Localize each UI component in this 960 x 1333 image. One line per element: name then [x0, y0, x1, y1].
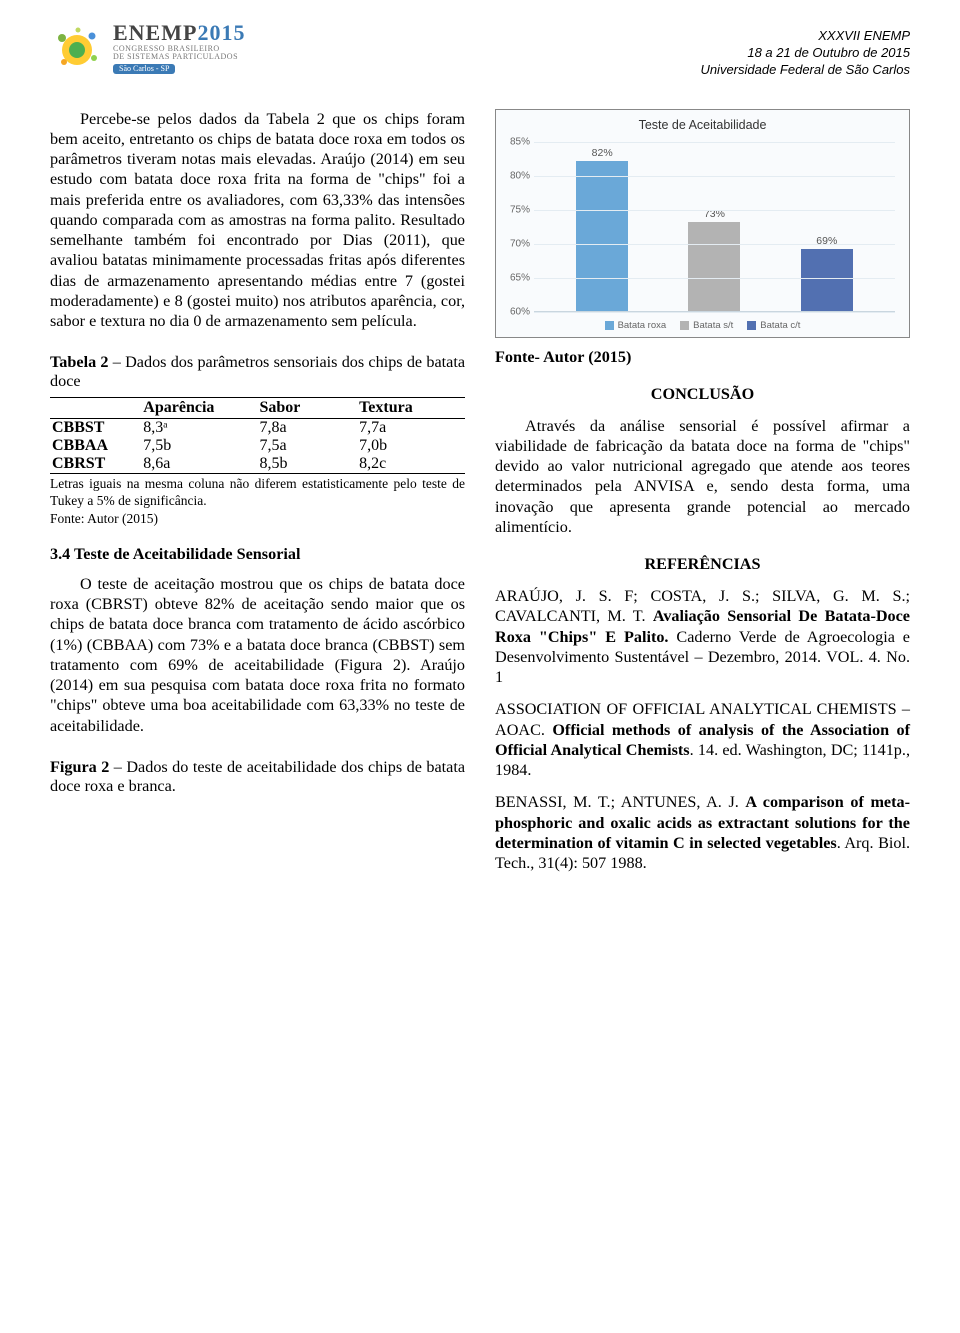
logo-text: ENEMP2015 CONGRESSO BRASILEIRO DE SISTEM… — [113, 21, 245, 74]
gridline — [534, 210, 895, 211]
fig2-caption-rest: – Dados do teste de aceitabilidade dos c… — [50, 758, 465, 795]
legend-swatch — [680, 321, 689, 330]
chart-title: Teste de Aceitabilidade — [506, 118, 899, 132]
y-tick-label: 70% — [504, 238, 530, 249]
header-right: XXXVII ENEMP 18 a 21 de Outubro de 2015 … — [700, 28, 910, 79]
table2-note: Letras iguais na mesma coluna não difere… — [50, 476, 465, 508]
logo-sub2: DE SISTEMAS PARTICULADOS — [113, 53, 245, 61]
table2-cell: CBBAA — [50, 437, 141, 455]
figure2-caption: Figura 2 – Dados do teste de aceitabilid… — [50, 758, 465, 796]
table2-cell: 8,3ᵃ — [141, 419, 257, 438]
table-row: CBBST8,3ᵃ7,8a7,7a — [50, 419, 465, 438]
gridline — [534, 244, 895, 245]
y-tick-label: 75% — [504, 204, 530, 215]
gridline — [534, 278, 895, 279]
logo-year: 2015 — [197, 20, 245, 45]
header-line3: Universidade Federal de São Carlos — [700, 62, 910, 79]
left-column: Percebe-se pelos dados da Tabela 2 que o… — [50, 109, 465, 886]
table2-cell: 7,5a — [257, 437, 357, 455]
table2-fonte: Fonte: Autor (2015) — [50, 511, 465, 527]
table2-caption-rest: – Dados dos parâmetros sensoriais dos ch… — [50, 353, 465, 390]
gridline — [534, 176, 895, 177]
reference-2: ASSOCIATION OF OFFICIAL ANALYTICAL CHEMI… — [495, 699, 910, 780]
enemp-logo-icon — [50, 20, 105, 75]
table2-cell: 7,7a — [357, 419, 465, 438]
table2-cell: CBRST — [50, 455, 141, 474]
table2-caption-bold: Tabela 2 — [50, 353, 109, 371]
header-line2: 18 a 21 de Outubro de 2015 — [700, 45, 910, 62]
table2-col-1: Aparência — [141, 398, 257, 419]
table2-cell: 8,2c — [357, 455, 465, 474]
table2-cell: 7,5b — [141, 437, 257, 455]
header-line1: XXXVII ENEMP — [700, 28, 910, 45]
logo-location: São Carlos - SP — [113, 64, 175, 74]
subsection-3-4: 3.4 Teste de Aceitabilidade Sensorial — [50, 545, 465, 564]
paragraph-1: Percebe-se pelos dados da Tabela 2 que o… — [50, 109, 465, 332]
legend-swatch — [605, 321, 614, 330]
table2: AparênciaSaborTextura CBBST8,3ᵃ7,8a7,7aC… — [50, 397, 465, 474]
reference-3: BENASSI, M. T.; ANTUNES, A. J. A compari… — [495, 792, 910, 873]
legend-item: Batata s/t — [680, 320, 733, 331]
two-column-body: Percebe-se pelos dados da Tabela 2 que o… — [50, 109, 910, 886]
reference-1: ARAÚJO, J. S. F; COSTA, J. S.; SILVA, G.… — [495, 586, 910, 687]
bar-rect — [688, 222, 740, 310]
table2-caption: Tabela 2 – Dados dos parâmetros sensoria… — [50, 353, 465, 391]
table2-cell: 7,0b — [357, 437, 465, 455]
chart-fonte-text: Fonte- Autor (2015) — [495, 348, 631, 366]
gridline — [534, 312, 895, 313]
ref3-p1: BENASSI, M. T.; ANTUNES, A. J. — [495, 793, 745, 811]
y-tick-label: 80% — [504, 170, 530, 181]
bar-rect — [801, 249, 853, 310]
y-tick-label: 85% — [504, 136, 530, 147]
table2-cell: 7,8a — [257, 419, 357, 438]
logo-title: ENEMP — [113, 20, 197, 45]
table2-cell: CBBST — [50, 419, 141, 438]
acceptability-chart: Teste de Aceitabilidade 82% 73% 69% 60% 65%… — [495, 109, 910, 338]
conclusao-para: Através da análise sensorial é possível … — [495, 416, 910, 538]
chart-legend: Batata roxa Batata s/t Batata c/t — [506, 320, 899, 331]
gridline — [534, 142, 895, 143]
table2-cell: 8,6a — [141, 455, 257, 474]
bar-value-label: 69% — [816, 235, 837, 247]
right-column: Teste de Aceitabilidade 82% 73% 69% 60% 65%… — [495, 109, 910, 886]
legend-swatch — [747, 321, 756, 330]
legend-label: Batata roxa — [618, 320, 667, 331]
legend-label: Batata c/t — [760, 320, 800, 331]
fig2-caption-bold: Figura 2 — [50, 758, 109, 776]
bar-2: 69% — [797, 235, 857, 310]
table-row: CBBAA7,5b7,5a7,0b — [50, 437, 465, 455]
table2-col-3: Textura — [357, 398, 465, 419]
bar-rect — [576, 161, 628, 311]
chart-fonte: Fonte- Autor (2015) — [495, 348, 910, 367]
table-row: CBRST8,6a8,5b8,2c — [50, 455, 465, 474]
table2-cell: 8,5b — [257, 455, 357, 474]
conclusao-heading: CONCLUSÃO — [495, 385, 910, 404]
table2-col-0 — [50, 398, 141, 419]
legend-label: Batata s/t — [693, 320, 733, 331]
bar-value-label: 82% — [592, 147, 613, 159]
referencias-heading: REFERÊNCIAS — [495, 555, 910, 574]
y-tick-label: 60% — [504, 306, 530, 317]
chart-plot-area: 82%73%69% 60%65%70%75%80%85% — [534, 142, 895, 312]
bar-1: 73% — [684, 208, 744, 310]
legend-item: Batata roxa — [605, 320, 667, 331]
bar-0: 82% — [572, 147, 632, 311]
y-tick-label: 65% — [504, 272, 530, 283]
logo-block: ENEMP2015 CONGRESSO BRASILEIRO DE SISTEM… — [50, 20, 245, 75]
page-header: ENEMP2015 CONGRESSO BRASILEIRO DE SISTEM… — [50, 20, 910, 79]
paragraph-2: O teste de aceitação mostrou que os chip… — [50, 574, 465, 736]
table2-col-2: Sabor — [257, 398, 357, 419]
legend-item: Batata c/t — [747, 320, 800, 331]
